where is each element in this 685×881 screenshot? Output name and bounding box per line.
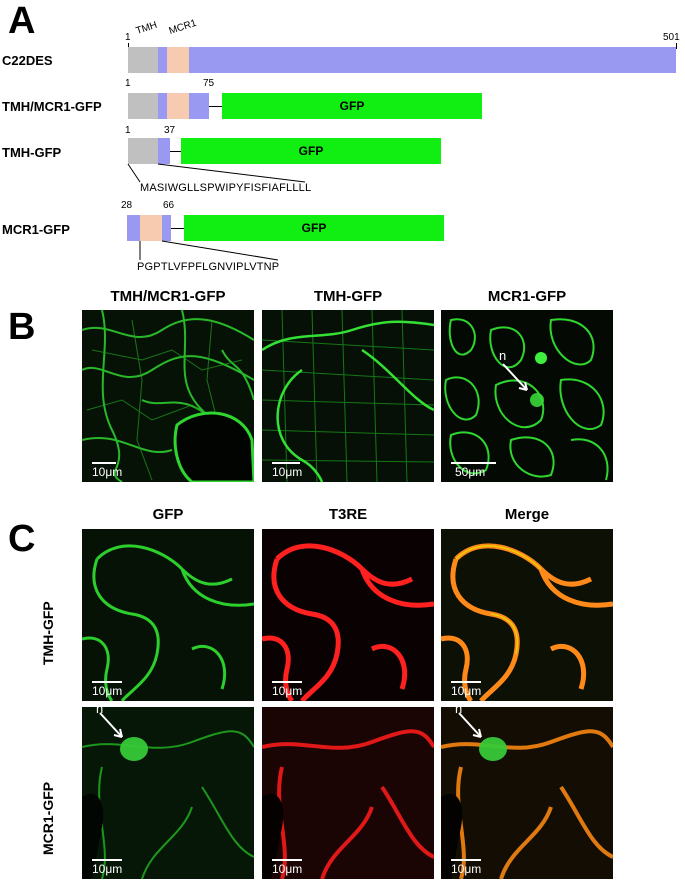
scale-label: 10μm bbox=[272, 684, 303, 698]
segment-tmh bbox=[128, 93, 158, 119]
micrograph-tmh-gfp-t3re: 10μm bbox=[262, 529, 434, 701]
segment-tmh bbox=[128, 138, 158, 164]
micrograph-tmh-gfp-merge: 10μm bbox=[441, 529, 613, 701]
position-start-tmh-mcr1: 1 bbox=[125, 78, 131, 89]
tick-end bbox=[676, 43, 677, 49]
construct-name-c22des: C22DES bbox=[2, 53, 53, 68]
segment-mcr1 bbox=[167, 93, 189, 119]
position-end-mcr1: 66 bbox=[163, 200, 175, 211]
nucleus-label: n bbox=[499, 348, 507, 363]
micrograph-mcr1-gfp-green: n 10μm bbox=[82, 707, 254, 879]
segment-gfp: GFP bbox=[222, 93, 482, 119]
segment-gfp: GFP bbox=[184, 215, 444, 241]
scale-bar bbox=[92, 462, 116, 464]
sequence-pointer-lines bbox=[127, 163, 306, 183]
column-title: T3RE bbox=[328, 506, 368, 523]
scale-label: 10μm bbox=[451, 684, 482, 698]
sequence-pointer-lines bbox=[139, 240, 279, 261]
segment-body bbox=[189, 47, 676, 73]
construct-name-tmh-gfp: TMH-GFP bbox=[2, 145, 62, 160]
nucleus-label: n bbox=[96, 707, 104, 716]
gfp-linker bbox=[170, 151, 181, 152]
scale-bar bbox=[272, 462, 300, 464]
segment-linker bbox=[158, 138, 170, 164]
scale-bar bbox=[92, 859, 122, 861]
scale-bar bbox=[451, 681, 481, 683]
position-start-mcr1: 28 bbox=[121, 200, 133, 211]
micrograph-mcr1-gfp-t3re: 10μm bbox=[262, 707, 434, 879]
micrograph-mcr1-gfp-merge: n 10μm bbox=[441, 707, 613, 879]
construct-name-mcr1-gfp: MCR1-GFP bbox=[2, 222, 70, 237]
panel-letter-c: C bbox=[8, 518, 36, 560]
segment-mcr1 bbox=[140, 215, 162, 241]
scale-bar bbox=[451, 462, 496, 464]
construct-name-tmh-mcr1-gfp: TMH/MCR1-GFP bbox=[2, 99, 102, 114]
segment-linker bbox=[127, 215, 140, 241]
position-end-tmh-mcr1: 75 bbox=[203, 78, 215, 89]
column-title: Merge bbox=[504, 506, 550, 523]
position-start-c22des: 1 bbox=[125, 32, 131, 43]
micrograph-tmh-gfp: 10μm bbox=[262, 310, 434, 482]
micrograph-mcr1-gfp: n 50μm bbox=[441, 310, 613, 482]
gfp-linker bbox=[171, 228, 184, 229]
micrograph-tmh-mcr1-gfp: 10μm bbox=[82, 310, 254, 482]
scale-label: 50μm bbox=[455, 465, 486, 479]
segment-mcr1 bbox=[167, 47, 189, 73]
segment-tmh bbox=[128, 47, 158, 73]
panel-letter-a: A bbox=[8, 0, 36, 42]
position-start-tmh: 1 bbox=[125, 125, 131, 136]
micrograph-tmh-gfp-green: 10μm bbox=[82, 529, 254, 701]
scale-label: 10μm bbox=[272, 862, 303, 876]
segment-linker bbox=[158, 47, 167, 73]
segment-gfp: GFP bbox=[181, 138, 441, 164]
scale-label: 10μm bbox=[272, 465, 303, 479]
segment-body bbox=[189, 93, 209, 119]
scale-bar bbox=[451, 859, 481, 861]
row-label-mcr1-gfp: MCR1-GFP bbox=[40, 781, 56, 855]
scale-bar bbox=[272, 859, 302, 861]
panel-letter-b: B bbox=[8, 306, 36, 348]
mcr1-sequence: PGPTLVFPFLGNVIPLVTNP bbox=[137, 261, 280, 273]
column-title: GFP bbox=[152, 506, 184, 523]
position-end-c22des: 501 bbox=[663, 32, 680, 43]
segment-linker bbox=[158, 93, 167, 119]
tick-start bbox=[128, 43, 129, 49]
scale-bar bbox=[272, 681, 302, 683]
segment-body bbox=[162, 215, 171, 241]
nucleus-label: n bbox=[455, 707, 463, 716]
image-title: MCR1-GFP bbox=[487, 288, 567, 305]
tmh-sequence: MASIWGLLSPWIPYFISFIAFLLLL bbox=[140, 182, 312, 194]
image-title: TMH/MCR1-GFP bbox=[110, 288, 226, 305]
scale-bar bbox=[92, 681, 122, 683]
position-end-tmh: 37 bbox=[164, 125, 176, 136]
scale-label: 10μm bbox=[92, 862, 123, 876]
row-label-tmh-gfp: TMH-GFP bbox=[40, 601, 56, 665]
scale-label: 10μm bbox=[92, 684, 123, 698]
scale-label: 10μm bbox=[451, 862, 482, 876]
gfp-linker bbox=[209, 106, 222, 107]
scale-label: 10μm bbox=[92, 465, 123, 479]
image-title: TMH-GFP bbox=[313, 288, 383, 305]
